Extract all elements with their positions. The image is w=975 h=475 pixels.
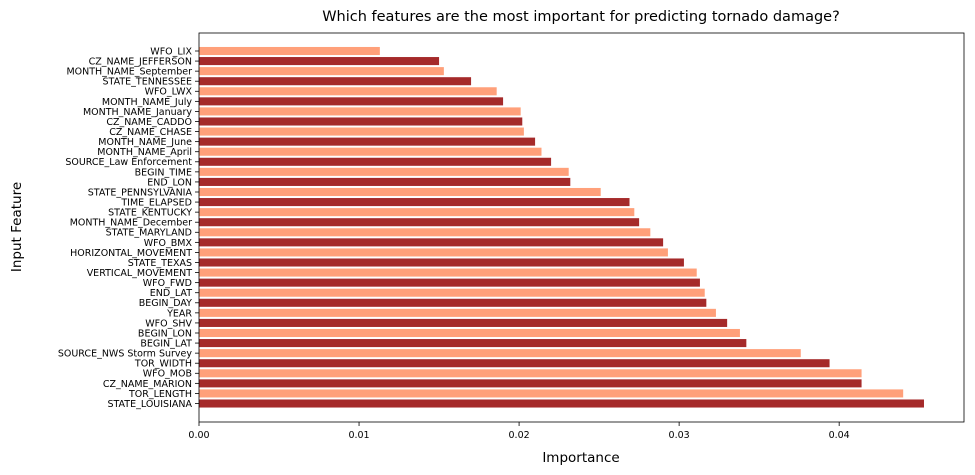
x-axis-label: Importance xyxy=(542,450,619,466)
bar xyxy=(199,46,380,56)
y-tick-label: MONTH_NAME_April xyxy=(97,147,192,158)
x-tick-label: 0.01 xyxy=(348,430,369,441)
bar xyxy=(199,288,705,297)
y-tick-label: BEGIN_LON xyxy=(138,328,192,339)
y-tick-label: MONTH_NAME_September xyxy=(66,67,192,78)
y-tick-label: STATE_KENTUCKY xyxy=(108,208,192,219)
x-tick-group: 0.00 0.01 0.02 0.03 0.04 xyxy=(188,422,850,441)
y-tick-label: BEGIN_TIME xyxy=(135,167,192,178)
bar xyxy=(199,359,830,368)
bar xyxy=(199,228,651,237)
bar xyxy=(199,399,924,408)
y-tick-label: SOURCE_Law Enforcement xyxy=(65,157,192,168)
bar xyxy=(199,328,740,338)
y-tick-label: WFO_LIX xyxy=(150,46,192,57)
bar xyxy=(199,278,700,287)
y-tick-label: MONTH_NAME_December xyxy=(70,218,192,229)
y-tick-label: WFO_LWX xyxy=(145,87,193,98)
bar xyxy=(199,369,862,378)
x-tick-label: 0.00 xyxy=(188,430,209,441)
y-tick-label: CZ_NAME_JEFFERSON xyxy=(89,56,192,67)
y-tick-label: BEGIN_LAT xyxy=(140,338,192,349)
bar xyxy=(199,268,697,277)
bar xyxy=(199,238,664,247)
bar xyxy=(199,97,504,106)
bar xyxy=(199,157,552,166)
y-tick-label: BEGIN_DAY xyxy=(139,298,192,309)
plot-frame xyxy=(198,32,965,423)
bar xyxy=(199,67,444,76)
bar xyxy=(199,389,904,398)
bar xyxy=(199,198,630,207)
bar xyxy=(199,339,747,348)
y-tick-label: TOR_WIDTH xyxy=(134,359,192,370)
bar xyxy=(199,137,536,146)
bar xyxy=(199,167,569,176)
y-tick-label: CZ_NAME_CHASE xyxy=(109,127,192,138)
bar xyxy=(199,117,523,126)
bar xyxy=(199,218,640,227)
bar xyxy=(199,77,472,86)
y-tick-label: END_LON xyxy=(147,177,192,188)
y-tick-label: STATE_TENNESSEE xyxy=(103,77,193,88)
bar xyxy=(199,379,862,388)
y-tick-label: SOURCE_NWS Storm Survey xyxy=(58,349,193,360)
bar xyxy=(199,298,707,307)
y-tick-label: TIME_ELAPSED xyxy=(120,197,192,208)
y-tick-label: TOR_LENGTH xyxy=(128,389,192,400)
y-tick-label: CZ_NAME_CADDO xyxy=(106,117,192,128)
bar xyxy=(199,147,542,156)
bar xyxy=(199,258,684,267)
bar xyxy=(199,208,635,217)
bar xyxy=(199,248,668,257)
y-tick-label: STATE_LOUISIANA xyxy=(107,399,192,410)
y-tick-label: WFO_SHV xyxy=(145,318,192,329)
y-tick-label: STATE_TEXAS xyxy=(128,258,192,269)
y-axis-label: Input Feature xyxy=(9,182,25,272)
y-tick-label: HORIZONTAL_MOVEMENT xyxy=(70,248,192,259)
y-tick-label: MONTH_NAME_July xyxy=(102,97,192,108)
bar xyxy=(199,187,601,197)
y-tick-label: STATE_MARYLAND xyxy=(106,228,192,239)
x-tick-label: 0.04 xyxy=(829,430,850,441)
chart-title: Which features are the most important fo… xyxy=(322,9,840,25)
bar xyxy=(199,308,716,317)
y-tick-label: CZ_NAME_MARION xyxy=(103,379,192,390)
bar xyxy=(199,318,728,327)
bars-group xyxy=(199,46,924,408)
bar xyxy=(199,87,497,96)
bar xyxy=(199,107,521,116)
y-tick-label: WFO_BMX xyxy=(144,238,193,249)
bar xyxy=(199,57,440,66)
y-tick-label: WFO_MOB xyxy=(143,369,192,380)
y-tick-group: STATE_LOUISIANATOR_LENGTHCZ_NAME_MARIONW… xyxy=(58,46,199,410)
x-tick-label: 0.02 xyxy=(509,430,530,441)
y-tick-label: MONTH_NAME_January xyxy=(83,107,192,118)
y-tick-label: VERTICAL_MOVEMENT xyxy=(87,268,193,279)
y-tick-label: STATE_PENNSYLVANIA xyxy=(88,187,193,198)
y-tick-label: END_LAT xyxy=(150,288,192,299)
y-tick-label: WFO_FWD xyxy=(143,278,192,289)
bar xyxy=(199,177,571,186)
y-tick-label: MONTH_NAME_June xyxy=(98,137,192,148)
bar xyxy=(199,127,524,136)
y-tick-label: YEAR xyxy=(166,308,192,319)
x-tick-label: 0.03 xyxy=(669,430,690,441)
bar xyxy=(199,349,801,358)
